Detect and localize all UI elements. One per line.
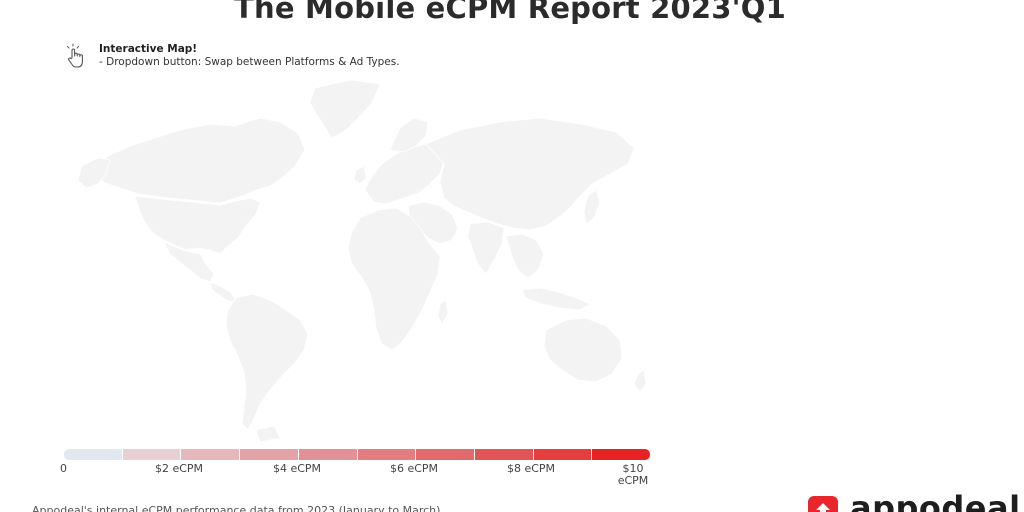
legend-bin-4	[240, 449, 298, 460]
interactive-map-hint: Interactive Map! - Dropdown button: Swap…	[64, 43, 400, 71]
legend-label-4: $4 eCPM	[272, 462, 322, 475]
country-usa[interactable]	[134, 195, 261, 255]
country-mexico[interactable]	[163, 241, 215, 283]
country-madagascar[interactable]	[437, 299, 449, 325]
appodeal-logo-mark	[808, 496, 838, 512]
country-japan[interactable]	[583, 189, 601, 225]
legend-label-8: $8 eCPM	[506, 462, 556, 475]
color-scale-legend	[64, 449, 650, 460]
hint-title: Interactive Map!	[99, 43, 198, 55]
appodeal-wordmark: appodeal	[850, 489, 1021, 512]
legend-label-min: 0	[60, 462, 67, 475]
pointing-hand-icon	[64, 43, 92, 71]
country-india[interactable]	[467, 221, 505, 275]
legend-bin-10	[592, 449, 650, 460]
appodeal-logo: appodeal	[808, 489, 1021, 512]
legend-label-2: $2 eCPM	[154, 462, 204, 475]
region-southeast-asia[interactable]	[505, 233, 545, 279]
region-central-america[interactable]	[209, 281, 237, 303]
page-title: The Mobile eCPM Report 2023'Q1	[234, 0, 786, 25]
world-map[interactable]	[60, 78, 660, 443]
region-africa[interactable]	[347, 207, 441, 351]
region-canada[interactable]	[89, 117, 306, 204]
legend-bin-2	[122, 449, 181, 460]
legend-bin-8	[474, 449, 533, 460]
region-antarctica-tip[interactable]	[255, 425, 281, 443]
legend-bin-3	[181, 449, 240, 460]
country-new-zealand[interactable]	[633, 369, 647, 393]
legend-bin-6	[357, 449, 416, 460]
region-russia-asia[interactable]	[425, 117, 635, 231]
legend-bin-5	[298, 449, 357, 460]
hint-description: - Dropdown button: Swap between Platform…	[99, 56, 400, 68]
region-scandinavia[interactable]	[389, 117, 429, 153]
legend-label-6: $6 eCPM	[389, 462, 439, 475]
region-south-america[interactable]	[225, 293, 309, 431]
legend-bin-7	[416, 449, 474, 460]
hint-text: Interactive Map! - Dropdown button: Swap…	[99, 43, 400, 69]
country-australia[interactable]	[543, 317, 623, 383]
legend-label-max-value: $10	[622, 462, 644, 475]
country-alaska[interactable]	[77, 157, 111, 189]
legend-label-max-unit: eCPM	[617, 474, 649, 487]
country-greenland[interactable]	[309, 79, 381, 139]
legend-labels: 0 $2 eCPM $4 eCPM $6 eCPM $8 eCPM $10 eC…	[60, 462, 650, 491]
region-europe[interactable]	[364, 143, 445, 205]
legend-bin-1	[64, 449, 122, 460]
footnote: Appodeal's internal eCPM performance dat…	[32, 504, 441, 512]
legend-bin-9	[533, 449, 592, 460]
region-indonesia[interactable]	[521, 287, 591, 311]
country-uk[interactable]	[353, 165, 367, 185]
legend-label-max: $10 eCPM	[603, 463, 663, 487]
map-land	[77, 79, 647, 443]
